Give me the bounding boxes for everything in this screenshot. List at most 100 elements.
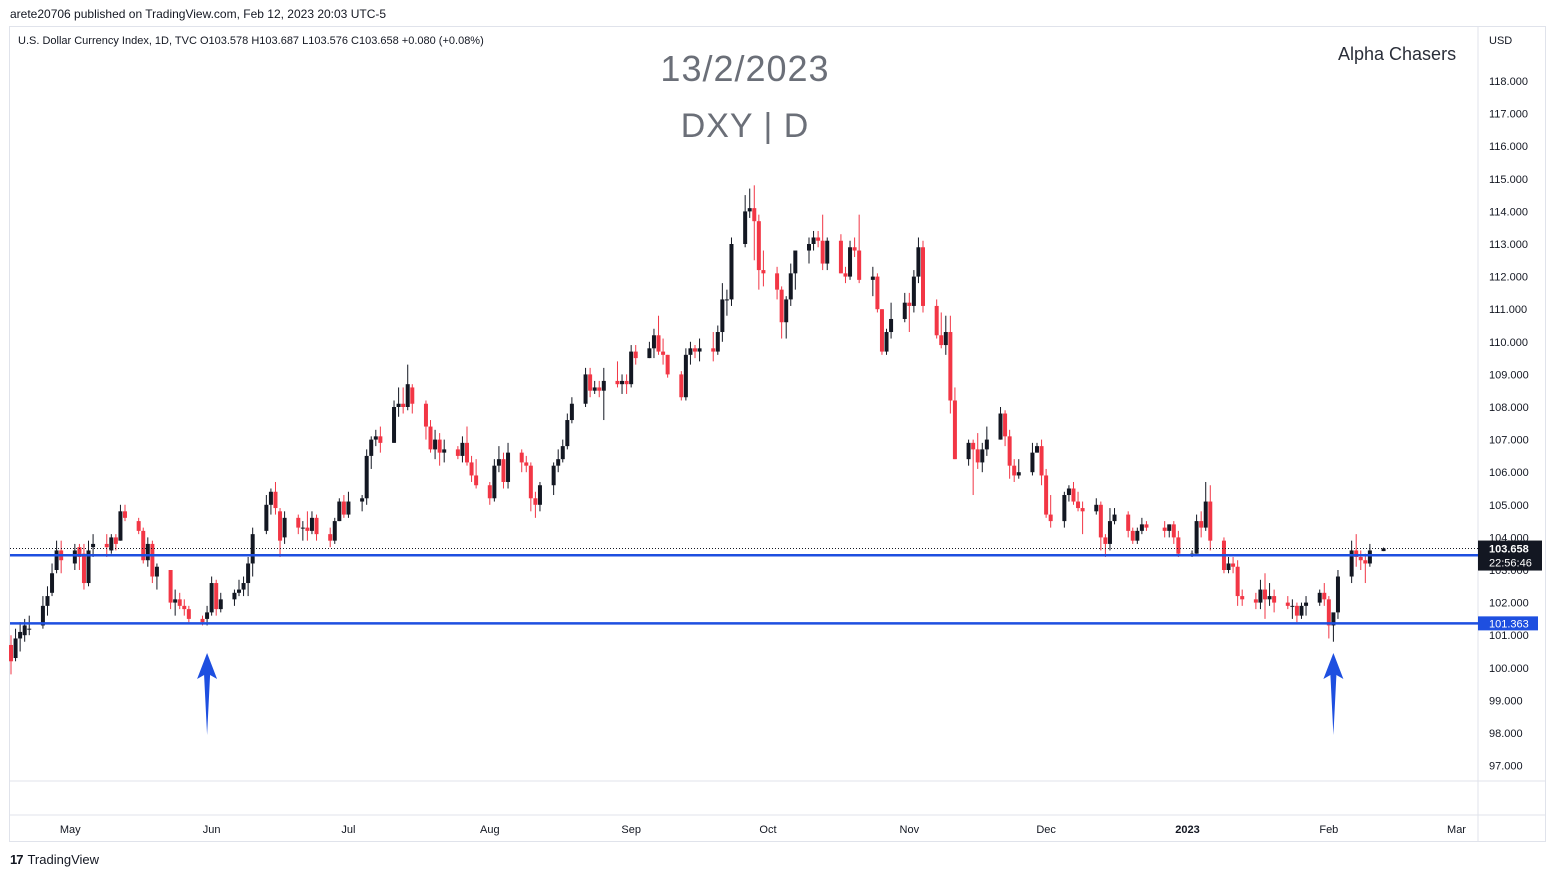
candle-body xyxy=(693,348,697,352)
candle-body xyxy=(410,387,415,404)
candle-body xyxy=(661,351,666,355)
candle-body xyxy=(1299,605,1304,616)
candle-body xyxy=(597,387,602,391)
candle-body xyxy=(232,592,237,600)
candle-body xyxy=(1135,530,1140,541)
y-tick-label: 106.000 xyxy=(1489,467,1529,479)
candle-body xyxy=(729,244,734,300)
candle-body xyxy=(54,550,59,570)
x-tick-label: Feb xyxy=(1319,824,1338,836)
candle-body xyxy=(18,631,23,639)
candle-body xyxy=(200,618,205,623)
candle-body xyxy=(1226,563,1231,570)
candle-body xyxy=(309,517,314,531)
candle-body xyxy=(1167,524,1172,531)
candle-body xyxy=(1358,556,1363,561)
candle-body xyxy=(91,543,96,548)
candle-body xyxy=(332,521,337,541)
candle-body xyxy=(984,439,989,450)
symbol-legend: U.S. Dollar Currency Index, 1D, TVC O103… xyxy=(18,35,484,47)
candle-body xyxy=(939,335,944,346)
candle-body xyxy=(186,609,191,619)
candle-body xyxy=(264,504,269,531)
candle-body xyxy=(975,449,980,463)
candle-body xyxy=(1126,514,1131,531)
candle-body xyxy=(40,605,45,626)
candle-body xyxy=(1171,524,1176,538)
candle-body xyxy=(907,302,912,306)
candle-body xyxy=(237,589,241,593)
candle-body xyxy=(469,462,474,476)
candle-body xyxy=(433,439,438,450)
brand-watermark: Alpha Chasers xyxy=(1338,44,1457,64)
candle-body xyxy=(592,387,597,391)
candle-body xyxy=(1258,589,1263,603)
candle-body xyxy=(1048,514,1053,522)
price-label-bg xyxy=(1478,540,1542,571)
candle-body xyxy=(1112,514,1117,522)
x-tick-label: Jun xyxy=(203,824,221,836)
candle-body xyxy=(1071,488,1076,502)
tradingview-logo-icon: 17 xyxy=(10,852,24,867)
candle-body xyxy=(423,403,428,427)
overlay-symbol-title: DXY | D xyxy=(680,107,810,145)
candle-body xyxy=(651,335,656,349)
candle-body xyxy=(1080,508,1085,512)
candle-body xyxy=(875,276,880,310)
candle-body xyxy=(246,563,251,584)
candle-body xyxy=(884,332,889,352)
candle-body xyxy=(1035,446,1039,453)
candle-body xyxy=(852,247,857,251)
candle-body xyxy=(825,240,830,264)
candle-body xyxy=(501,459,506,482)
candle-body xyxy=(943,332,948,346)
candle-body xyxy=(136,521,141,531)
candle-body xyxy=(9,644,13,662)
candle-body xyxy=(496,459,501,466)
candle-body xyxy=(715,332,720,352)
candle-body xyxy=(720,299,725,333)
candle-body xyxy=(679,374,684,398)
candle-body xyxy=(711,348,716,352)
candle-body xyxy=(177,599,182,606)
candle-body xyxy=(756,221,761,271)
candle-body xyxy=(820,240,825,264)
candle-body xyxy=(346,501,351,515)
candle-body xyxy=(683,354,688,398)
x-tick-label: Dec xyxy=(1036,824,1056,836)
candle-body xyxy=(487,485,492,499)
candle-body xyxy=(104,543,109,548)
candle-body xyxy=(1098,504,1103,538)
y-tick-label: 118.000 xyxy=(1489,76,1528,88)
candle-body xyxy=(373,436,378,440)
y-tick-label: 107.000 xyxy=(1489,435,1529,447)
candle-body xyxy=(624,380,629,385)
x-tick-label: Oct xyxy=(759,824,776,836)
candle-body xyxy=(1240,596,1245,600)
candle-body xyxy=(273,491,278,509)
candle-body xyxy=(1253,599,1258,603)
up-arrow-icon xyxy=(197,653,218,735)
candle-body xyxy=(843,273,848,277)
candle-body xyxy=(889,318,894,333)
candle-body xyxy=(1107,521,1112,544)
candle-body xyxy=(118,511,123,541)
candle-body xyxy=(848,247,853,277)
candle-body xyxy=(1235,566,1240,597)
candle-body xyxy=(437,439,442,453)
currency-label: USD xyxy=(1489,35,1512,47)
up-arrow-icon xyxy=(1323,653,1344,735)
candle-body xyxy=(551,465,556,486)
candle-body xyxy=(401,403,406,407)
candle-body xyxy=(807,244,811,251)
candle-body xyxy=(241,583,246,590)
candle-body xyxy=(214,583,219,610)
candle-body xyxy=(588,374,593,391)
candle-body xyxy=(775,273,780,290)
candle-body xyxy=(1354,550,1359,557)
candle-body xyxy=(506,452,511,482)
candle-body xyxy=(761,270,766,274)
footer-brand[interactable]: 17 TradingView xyxy=(10,852,99,867)
candle-body xyxy=(1317,592,1322,603)
